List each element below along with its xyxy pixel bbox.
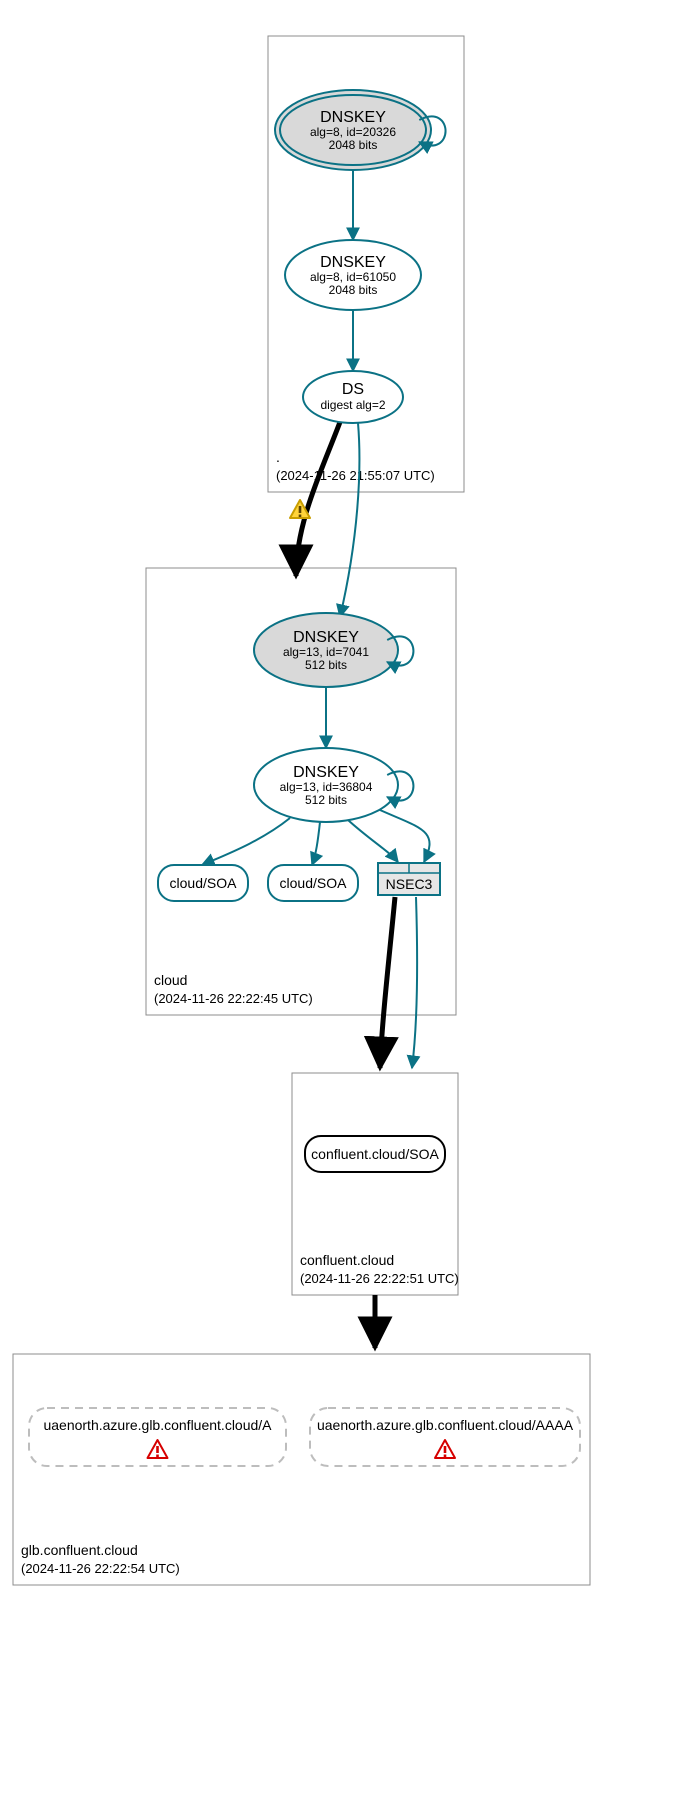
svg-text:confluent.cloud: confluent.cloud: [300, 1252, 394, 1268]
svg-text:glb.confluent.cloud: glb.confluent.cloud: [21, 1542, 138, 1558]
dnskey-cloud-ksk: DNSKEYalg=13, id=7041512 bits: [254, 613, 413, 687]
svg-text:cloud/SOA: cloud/SOA: [170, 875, 238, 891]
zone-confluent: confluent.cloud (2024-11-26 22:22:51 UTC): [292, 1073, 459, 1295]
svg-text:(2024-11-26 22:22:54 UTC): (2024-11-26 22:22:54 UTC): [21, 1561, 180, 1576]
svg-text:(2024-11-26 22:22:51 UTC): (2024-11-26 22:22:51 UTC): [300, 1271, 459, 1286]
svg-text:uaenorth.azure.glb.confluent.c: uaenorth.azure.glb.confluent.cloud/AAAA: [317, 1417, 574, 1433]
svg-text:digest alg=2: digest alg=2: [320, 398, 385, 412]
zone-glb: glb.confluent.cloud (2024-11-26 22:22:54 …: [13, 1354, 590, 1585]
confluent-soa: confluent.cloud/SOA: [305, 1136, 445, 1172]
svg-text:alg=13, id=36804: alg=13, id=36804: [280, 780, 373, 794]
svg-text:cloud: cloud: [154, 972, 187, 988]
edge-e5d: [380, 810, 430, 862]
cloud-soa-1: cloud/SOA: [158, 865, 248, 901]
svg-text:.: .: [276, 449, 280, 465]
svg-text:2048 bits: 2048 bits: [329, 138, 378, 152]
svg-text:DS: DS: [342, 381, 364, 398]
svg-text:NSEC3: NSEC3: [386, 876, 433, 892]
svg-text:cloud/SOA: cloud/SOA: [280, 875, 348, 891]
edge-e6-teal: [412, 897, 417, 1068]
dnskey-root-ksk: DNSKEYalg=8, id=203262048 bits: [275, 90, 446, 170]
ds-root: DSdigest alg=2: [303, 371, 403, 423]
svg-text:(2024-11-26 21:55:07 UTC): (2024-11-26 21:55:07 UTC): [276, 468, 435, 483]
nsec3: NSEC3: [378, 863, 440, 895]
svg-text:DNSKEY: DNSKEY: [320, 109, 386, 126]
svg-text:(2024-11-26 22:22:45 UTC): (2024-11-26 22:22:45 UTC): [154, 991, 313, 1006]
svg-text:alg=8, id=20326: alg=8, id=20326: [310, 125, 396, 139]
svg-text:confluent.cloud/SOA: confluent.cloud/SOA: [311, 1146, 439, 1162]
svg-text:alg=13, id=7041: alg=13, id=7041: [283, 645, 369, 659]
edge-e5c: [348, 820, 398, 862]
svg-text:2048 bits: 2048 bits: [329, 283, 378, 297]
dnskey-root-zsk: DNSKEYalg=8, id=610502048 bits: [285, 240, 421, 310]
svg-text:alg=8, id=61050: alg=8, id=61050: [310, 270, 396, 284]
edge-e3-teal: [340, 423, 359, 617]
svg-text:512 bits: 512 bits: [305, 658, 347, 672]
edge-e3-black: [296, 422, 340, 576]
svg-text:DNSKEY: DNSKEY: [293, 629, 359, 646]
edge-e6-black: [380, 897, 395, 1068]
edge-e5b: [312, 822, 320, 865]
dnskey-cloud-zsk: DNSKEYalg=13, id=36804512 bits: [254, 748, 413, 822]
svg-text:512 bits: 512 bits: [305, 793, 347, 807]
svg-text:DNSKEY: DNSKEY: [293, 764, 359, 781]
edge-e5a: [202, 818, 290, 865]
glb-a: uaenorth.azure.glb.confluent.cloud/A: [29, 1408, 286, 1466]
svg-text:uaenorth.azure.glb.confluent.c: uaenorth.azure.glb.confluent.cloud/A: [43, 1417, 272, 1433]
svg-text:DNSKEY: DNSKEY: [320, 254, 386, 271]
glb-aaaa: uaenorth.azure.glb.confluent.cloud/AAAA: [310, 1408, 580, 1466]
cloud-soa-2: cloud/SOA: [268, 865, 358, 901]
